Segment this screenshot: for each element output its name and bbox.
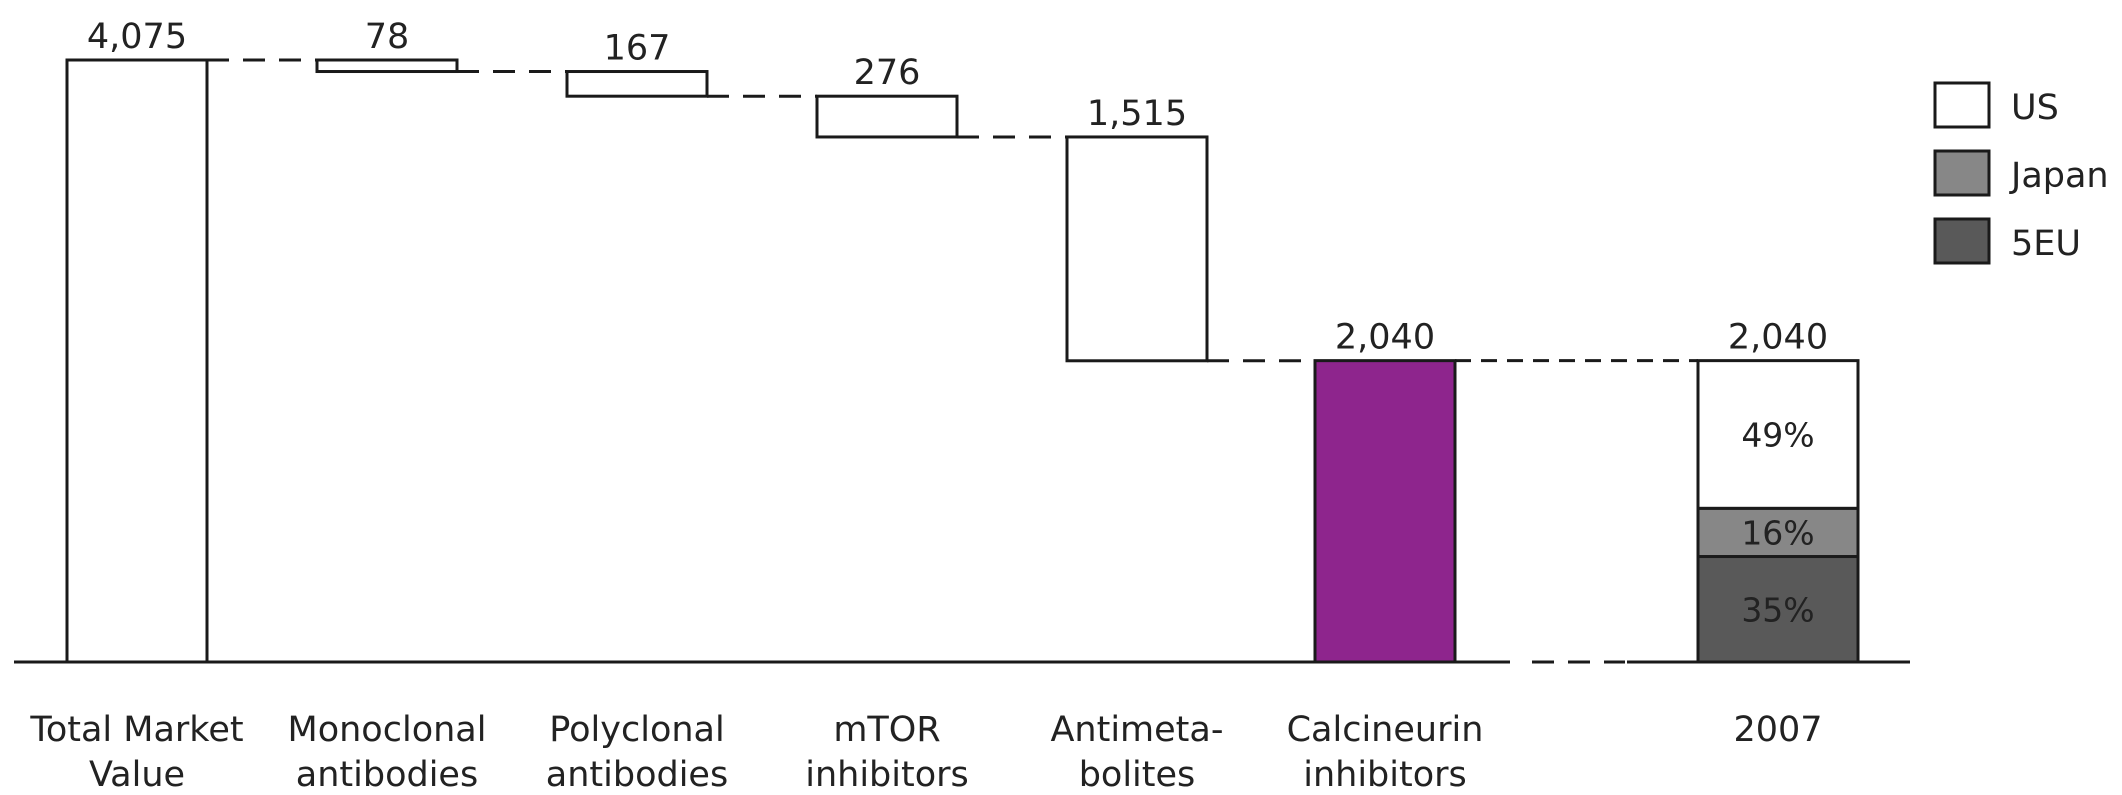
bar-4 xyxy=(1065,135,1209,363)
value-label-5: 2,040 xyxy=(1335,318,1435,358)
category-label-0-line2: Value xyxy=(89,755,185,795)
bars xyxy=(65,58,1457,664)
value-label-breakdown: 2,040 xyxy=(1728,318,1828,358)
stack-label-5eu: 35% xyxy=(1741,590,1814,629)
stack-segment-5eu xyxy=(1696,555,1860,664)
value-label-2: 167 xyxy=(604,29,671,69)
stack-label-us: 49% xyxy=(1741,415,1814,454)
legend-label-us: US xyxy=(2011,88,2059,128)
value-label-4: 1,515 xyxy=(1087,94,1187,134)
category-label-4-line1: Antimeta- xyxy=(1050,710,1223,750)
value-label-3: 276 xyxy=(854,53,921,93)
value-label-0: 4,075 xyxy=(87,17,187,57)
value-label-1: 78 xyxy=(365,17,410,57)
bar-3 xyxy=(815,94,959,139)
category-label-breakdown: 2007 xyxy=(1733,710,1822,750)
category-label-5-line1: Calcineurin xyxy=(1287,710,1484,750)
legend-swatch-japan xyxy=(1933,149,1991,197)
legend-swatch-5eu xyxy=(1933,217,1991,265)
category-label-2-line2: antibodies xyxy=(546,755,728,795)
legend-swatch-us xyxy=(1933,81,1991,129)
bar-0 xyxy=(65,58,209,664)
legend-label-japan: Japan xyxy=(2009,156,2109,196)
category-label-5-line2: inhibitors xyxy=(1303,755,1467,795)
category-label-3-line2: inhibitors xyxy=(805,755,969,795)
value-labels: 4,075 78 167 276 1,515 2,040 2,040 xyxy=(87,17,1828,358)
bar-2 xyxy=(565,70,709,98)
legend-label-5eu: 5EU xyxy=(2011,224,2081,264)
breakdown-stack: 35% 16% 49% xyxy=(1696,359,1860,664)
category-labels: Total Market Value Monoclonal antibodies Pol… xyxy=(29,710,1822,795)
category-label-0-line1: Total Market xyxy=(29,710,243,750)
category-label-4-line2: bolites xyxy=(1079,755,1196,795)
connector-lines xyxy=(207,58,1698,363)
stack-label-japan: 16% xyxy=(1741,513,1814,552)
bar-1 xyxy=(315,58,459,74)
category-label-1-line2: antibodies xyxy=(296,755,478,795)
stack-segment-us xyxy=(1696,359,1860,510)
category-label-3-line1: mTOR xyxy=(833,710,940,750)
stack-segment-japan xyxy=(1696,506,1860,559)
legend: US Japan 5EU xyxy=(1933,81,2109,265)
category-label-1-line1: Monoclonal xyxy=(288,710,487,750)
category-label-2-line1: Polyclonal xyxy=(549,710,724,750)
bar-5 xyxy=(1313,359,1457,664)
